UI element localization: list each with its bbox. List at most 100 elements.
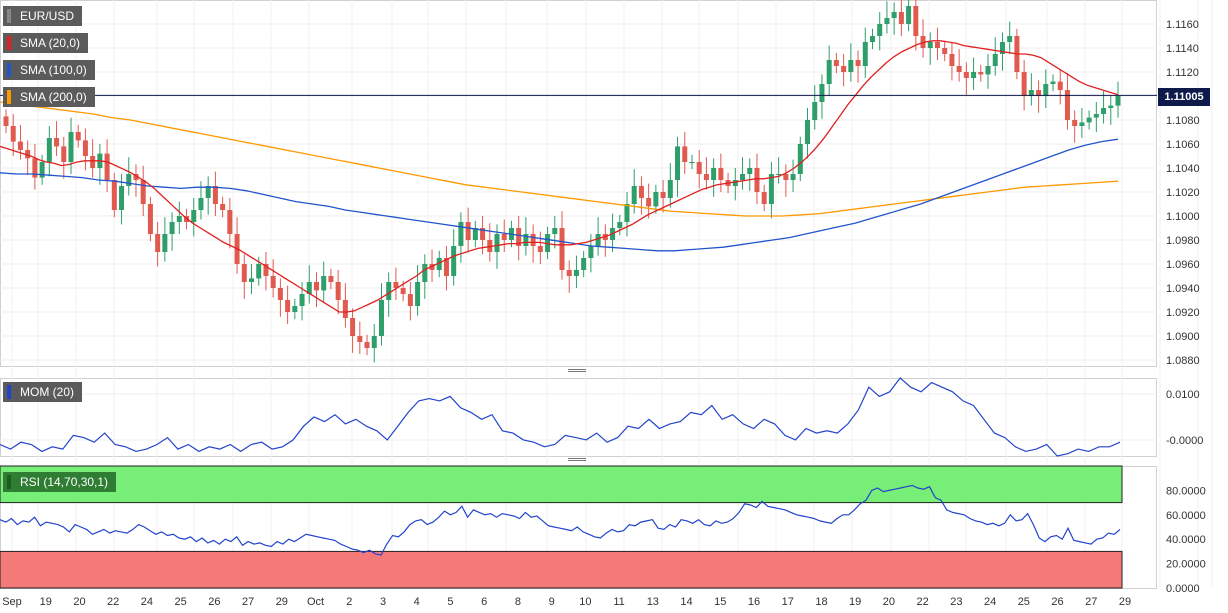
sma200-label: SMA (200,0)	[20, 90, 87, 104]
x-tick-label: 25	[175, 596, 187, 608]
candle-body	[667, 180, 673, 198]
rsi-tick-label: 40.0000	[1166, 534, 1206, 546]
candle-body	[458, 222, 464, 246]
symbol-label[interactable]: EUR/USD	[3, 6, 83, 26]
sma200-line	[0, 101, 1119, 217]
candle-body	[270, 276, 276, 288]
candle-body	[1072, 120, 1078, 126]
candle-body	[985, 66, 991, 75]
candle-body	[393, 282, 399, 288]
candle-body	[263, 264, 269, 276]
candle-body	[740, 174, 746, 180]
candle-body	[1057, 81, 1063, 90]
mom-label: MOM (20)	[20, 385, 74, 399]
candle-body	[523, 234, 529, 246]
candle-body	[162, 234, 168, 252]
candle-body	[971, 72, 977, 78]
candle-body	[877, 24, 883, 36]
candle-body	[653, 192, 659, 207]
candle-body	[1064, 90, 1070, 120]
candle-body	[494, 234, 500, 252]
candle-body	[205, 186, 211, 198]
price-tick-label: 1.0920	[1166, 307, 1200, 319]
candle-body	[884, 18, 890, 24]
candle-body	[328, 276, 334, 282]
candle-body	[696, 162, 702, 174]
candle-body	[862, 42, 868, 66]
candle-body	[1086, 117, 1092, 123]
mom-line	[0, 377, 1121, 457]
candle-body	[617, 222, 623, 228]
x-tick-label: Oct	[307, 596, 324, 608]
candle-body	[133, 174, 139, 180]
legend-sma100[interactable]: SMA (100,0)	[3, 60, 95, 80]
x-tick-label: 2	[346, 596, 352, 608]
sma100-line	[0, 138, 1119, 252]
rsi-label: RSI (14,70,30,1)	[20, 475, 109, 489]
x-tick-label: 22	[107, 596, 119, 608]
candle-body	[581, 258, 587, 270]
price-tick-label: 1.0980	[1166, 235, 1200, 247]
candle-body	[220, 204, 226, 210]
legend-rsi[interactable]: RSI (14,70,30,1)	[3, 472, 117, 492]
candle-body	[472, 228, 478, 240]
legend-sma20[interactable]: SMA (20,0)	[3, 33, 89, 53]
pane-resize-handle-1[interactable]	[568, 369, 586, 374]
candle-body	[285, 300, 291, 312]
x-tick-label: 29	[276, 596, 288, 608]
candle-body	[761, 192, 767, 204]
candle-body	[335, 282, 341, 300]
indicator-lines	[0, 40, 1157, 556]
x-tick-label: 8	[515, 596, 521, 608]
candle-body	[913, 6, 919, 36]
x-tick-label: 26	[1051, 596, 1063, 608]
candle-body	[573, 270, 579, 276]
candle-body	[465, 222, 471, 240]
candle-body	[833, 60, 839, 66]
candle-body	[718, 168, 724, 180]
x-tick-label: 25	[1018, 596, 1030, 608]
candle-body	[25, 150, 31, 159]
price-tick-label: 1.1020	[1166, 187, 1200, 199]
candle-body	[313, 282, 319, 291]
candle-body	[61, 146, 67, 162]
x-tick-label: 16	[748, 596, 760, 608]
x-tick-label: 19	[40, 596, 52, 608]
candle-body	[422, 264, 428, 282]
candle-body	[17, 141, 23, 150]
legend-sma200[interactable]: SMA (200,0)	[3, 87, 95, 107]
candle-body	[848, 60, 854, 72]
candle-body	[82, 140, 88, 156]
pane-resize-handle-2[interactable]	[568, 458, 586, 463]
candle-body	[1108, 105, 1114, 108]
candle-body	[451, 246, 457, 276]
mom-tick-label: 0.0100	[1166, 389, 1200, 401]
candle-body	[963, 72, 969, 78]
candle-body	[501, 234, 507, 240]
candle-body	[342, 300, 348, 318]
x-tick-label: 26	[208, 596, 220, 608]
candle-body	[768, 174, 774, 204]
candle-body	[75, 132, 81, 141]
x-tick-label: 20	[883, 596, 895, 608]
rsi-tick-label: 0.0000	[1166, 583, 1200, 595]
sma100-swatch	[7, 63, 11, 77]
candle-body	[212, 186, 218, 204]
pane-frame-2	[0, 378, 1157, 457]
candle-body	[480, 228, 486, 240]
candle-body	[516, 228, 522, 246]
mom-tick-label: -0.0000	[1166, 435, 1203, 447]
candle-body	[624, 204, 630, 222]
candle-body	[176, 216, 182, 222]
x-tick-label: 14	[680, 596, 692, 608]
axes: 1.11601.11401.11201.11001.10801.10601.10…	[2, 19, 1206, 608]
candle-body	[841, 66, 847, 72]
legend-mom[interactable]: MOM (20)	[3, 382, 82, 402]
candle-body	[126, 174, 132, 186]
sma100-label: SMA (100,0)	[20, 63, 87, 77]
candle-body	[227, 210, 233, 234]
candle-body	[566, 270, 572, 276]
candle-body	[1021, 72, 1027, 96]
candle-body	[68, 132, 74, 162]
